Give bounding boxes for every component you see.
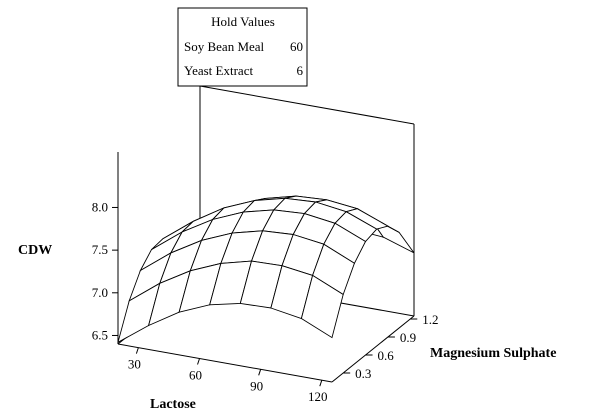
floor-edge [117, 343, 333, 383]
surface-cell [300, 274, 344, 339]
z-tick-label: 7.5 [92, 242, 108, 257]
hold-item-name: Yeast Extract [184, 63, 253, 78]
y-tick-label: 0.3 [355, 366, 371, 381]
x-tick [135, 347, 139, 354]
hold-item-name: Soy Bean Meal [184, 39, 265, 54]
y-tick-label: 0.6 [378, 348, 395, 363]
z-tick-label: 8.0 [92, 199, 108, 214]
x-tick-label: 120 [308, 389, 328, 404]
z-tick-label: 7.0 [92, 285, 108, 300]
y-axis-label: Magnesium Sulphate [430, 346, 556, 361]
hold-values-box: Hold Values Soy Bean Meal 60 Yeast Extra… [177, 7, 308, 87]
hold-values-frame [177, 7, 308, 87]
x-tick [258, 369, 262, 376]
top-edge [199, 85, 415, 125]
z-tick-label: 6.5 [92, 327, 108, 342]
axis-ticks: 6.5 7.0 7.5 8.0 30 60 90 120 0.3 0.6 0.9 1.2 [92, 199, 439, 404]
hold-values-title: Hold Values [211, 14, 275, 29]
x-tick [197, 358, 200, 365]
z-axis-label: CDW [18, 243, 52, 258]
x-tick-label: 60 [189, 367, 202, 382]
hold-item-value: 60 [290, 39, 303, 54]
x-axis-label: Lactose [150, 397, 196, 412]
x-tick-label: 90 [250, 378, 263, 393]
hold-item-value: 6 [297, 63, 304, 78]
x-tick-label: 30 [128, 357, 141, 372]
y-tick-label: 1.2 [422, 312, 438, 327]
x-tick [319, 380, 323, 387]
response-surface [117, 195, 415, 344]
floor-edge [331, 315, 415, 383]
y-tick-label: 0.9 [400, 330, 416, 345]
